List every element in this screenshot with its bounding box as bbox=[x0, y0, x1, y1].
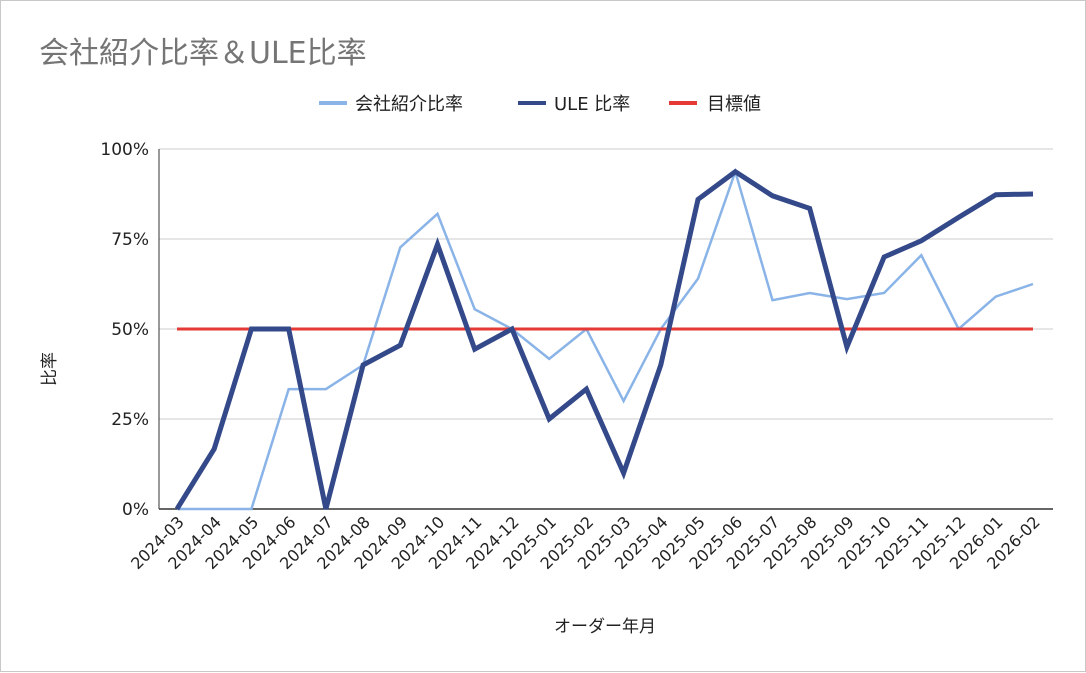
legend-swatch-company-referral bbox=[319, 101, 347, 105]
chart-title: 会社紹介比率＆ULE比率 bbox=[39, 36, 367, 71]
chart-legend: 会社紹介比率 ULE 比率 目標値 bbox=[319, 94, 761, 115]
series-line-ule-ratio bbox=[174, 168, 1034, 511]
series-line-company-referral bbox=[177, 167, 1034, 511]
legend-label-company-referral: 会社紹介比率 bbox=[355, 94, 463, 115]
legend-label-target: 目標値 bbox=[707, 94, 761, 115]
y-tick-labels: 0% 25% 50% 75% 100% bbox=[100, 140, 149, 520]
series-lines bbox=[174, 167, 1034, 511]
x-axis-label: オーダー年月 bbox=[554, 617, 656, 637]
chart-axes bbox=[158, 149, 1053, 510]
y-tick-100: 100% bbox=[100, 140, 149, 160]
x-tick-labels: 2024-032024-042024-052024-062024-072024-… bbox=[127, 512, 1044, 573]
y-tick-0: 0% bbox=[122, 500, 149, 520]
y-tick-25: 25% bbox=[111, 410, 149, 430]
legend-swatch-target bbox=[669, 101, 697, 105]
legend-label-ule-ratio: ULE 比率 bbox=[554, 94, 630, 115]
y-tick-50: 50% bbox=[111, 320, 149, 340]
legend-swatch-ule-ratio bbox=[518, 101, 546, 105]
y-axis-label: 比率 bbox=[40, 352, 60, 386]
y-tick-75: 75% bbox=[111, 230, 149, 250]
grid-lines bbox=[159, 148, 1053, 420]
